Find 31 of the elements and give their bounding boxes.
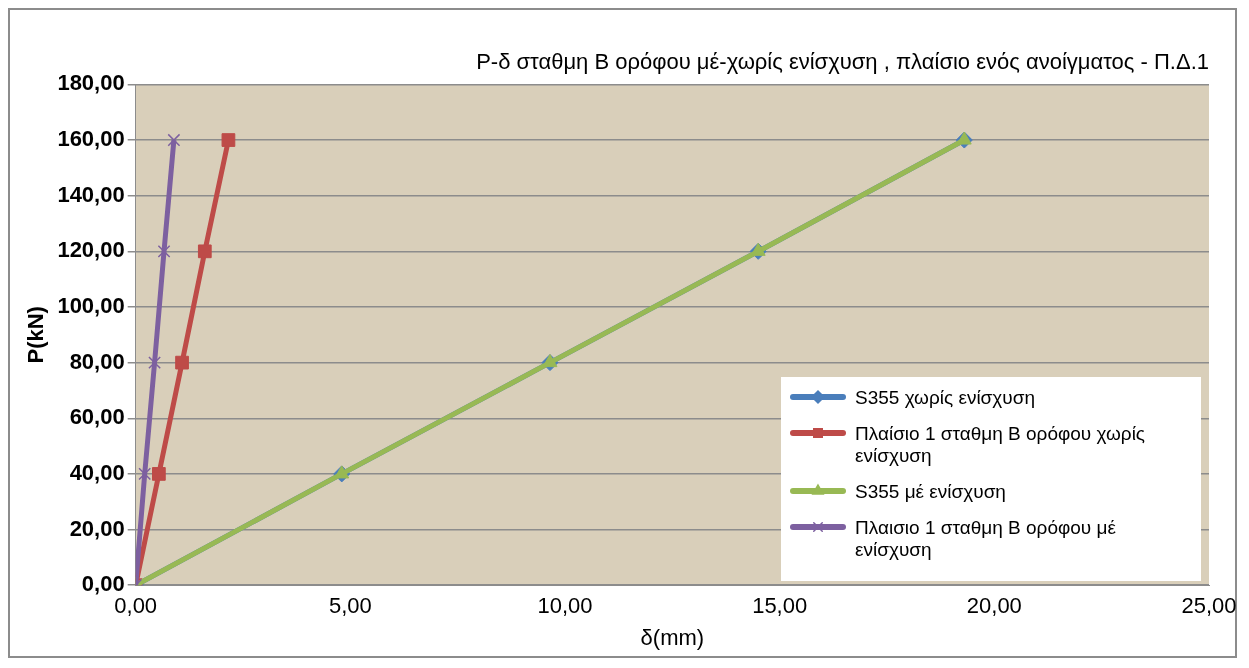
point (334, 465, 350, 479)
y-tick-label: 120,00 (57, 237, 125, 263)
x-tick-label: 20,00 (966, 593, 1022, 619)
legend-label: S355 χωρίς ενίσχυση (855, 387, 1035, 410)
point (221, 133, 236, 147)
point (157, 244, 171, 258)
x-tick-label: 10,00 (537, 593, 593, 619)
legend-label: Πλαισιο 1 σταθμη Β ορόφου μέ ενίσχυση (855, 517, 1117, 562)
point (175, 355, 189, 370)
x-tick-label: 25,00 (1181, 593, 1237, 619)
y-axis-title: P(kN) (23, 306, 49, 364)
point (138, 467, 152, 481)
y-tick-label: 60,00 (69, 404, 125, 430)
y-tick-label: 20,00 (69, 515, 125, 541)
y-tick-label: 160,00 (57, 126, 125, 152)
x-tick-label: 5,00 (328, 593, 372, 619)
point (152, 467, 166, 481)
point (167, 133, 181, 147)
legend-label: S355 μέ ενίσχυση (855, 481, 1006, 504)
x-axis-title: δ(mm) (640, 624, 705, 650)
y-tick-label: 40,00 (69, 459, 125, 485)
x-tick-label: 15,00 (752, 593, 808, 619)
point (542, 354, 558, 368)
y-tick-label: 180,00 (57, 70, 125, 96)
point (148, 356, 161, 370)
point (197, 244, 212, 259)
chart-title: P-δ σταθμη Β ορόφου μέ-χωρίς ενίσχυση , πλαίσιο ενός ανοίγματος - Π.Δ.1 (476, 49, 1209, 75)
legend-label: Πλαίσιο 1 σταθμη Β ορόφου χωρίς ενίσχυση (855, 423, 1147, 468)
y-tick-label: 100,00 (57, 293, 125, 319)
y-tick-label: 80,00 (69, 348, 125, 374)
y-tick-label: 140,00 (57, 181, 125, 207)
